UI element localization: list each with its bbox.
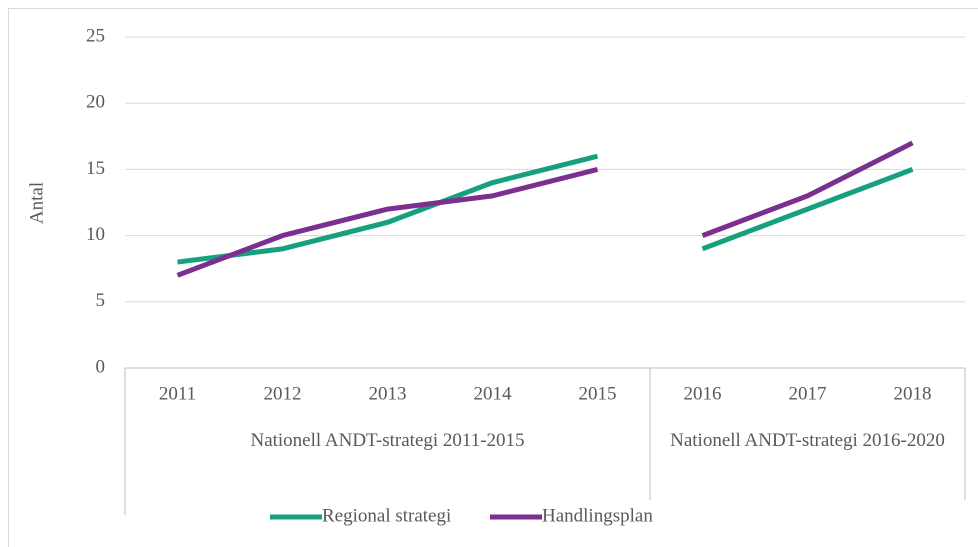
x-tick-label: 2013	[369, 383, 407, 404]
x-tick-label: 2016	[684, 383, 722, 404]
y-tick-label: 5	[96, 290, 106, 311]
group-label: Nationell ANDT-strategi 2016-2020	[670, 430, 945, 451]
x-tick-label: 2011	[159, 383, 196, 404]
legend-label: Handlingsplan	[542, 505, 653, 526]
x-tick-label: 2017	[789, 383, 827, 404]
x-tick-label: 2015	[579, 383, 617, 404]
x-tick-label: 2014	[474, 383, 513, 404]
y-axis-title: Antal	[26, 182, 47, 224]
y-tick-label: 0	[96, 356, 106, 377]
x-tick-label: 2012	[264, 383, 302, 404]
legend-label: Regional strategi	[322, 505, 451, 526]
y-tick-label: 10	[86, 224, 105, 245]
y-tick-label: 20	[86, 92, 105, 113]
line-series	[701, 167, 914, 252]
line-series	[177, 153, 599, 265]
y-tick-label: 15	[86, 158, 105, 179]
group-label: Nationell ANDT-strategi 2011-2015	[250, 430, 525, 451]
y-tick-label: 25	[86, 25, 105, 46]
chart-border	[8, 8, 978, 547]
line-series	[176, 166, 599, 278]
line-series	[701, 140, 914, 238]
x-tick-label: 2018	[894, 383, 932, 404]
